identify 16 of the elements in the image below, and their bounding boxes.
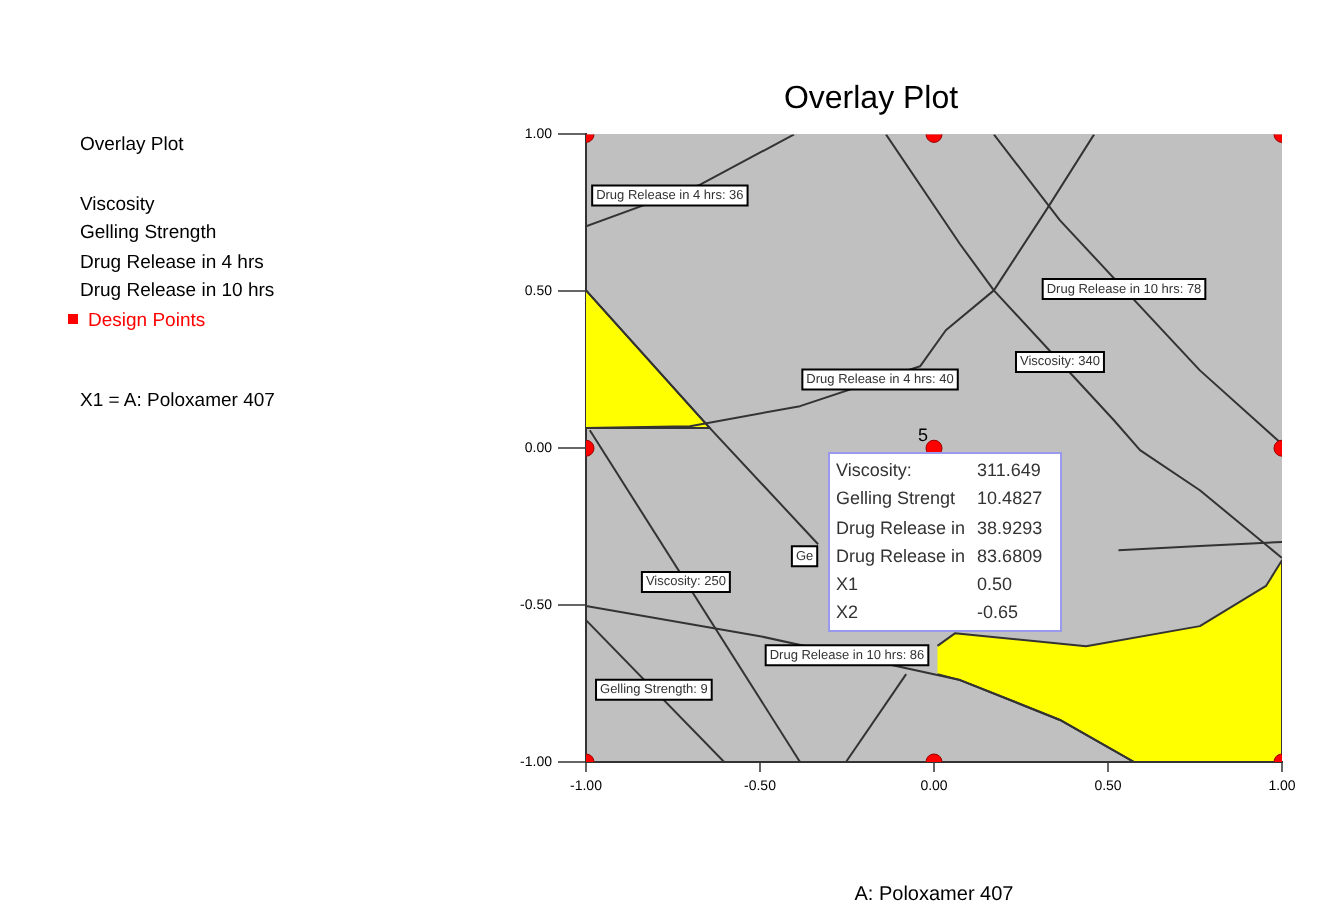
annotation: 5 xyxy=(917,425,928,446)
text: Drug Release in 10 hrs xyxy=(80,278,275,306)
x-axis-title: A: Poloxamer 407 xyxy=(854,883,1015,906)
text: Gelling Strength xyxy=(80,220,219,248)
chart-title: Overlay Plot xyxy=(783,82,960,117)
legend-label: Design Points xyxy=(86,307,208,335)
text: X1 = A: Poloxamer 407 xyxy=(80,388,275,416)
annotation: Drug Release in 83.6809 xyxy=(836,543,1045,570)
text: Viscosity xyxy=(80,191,157,219)
text: Drug Release in 4 hrs xyxy=(80,249,266,277)
text: X2 -0.65 xyxy=(836,602,1019,623)
text: Viscosity: 311.649 xyxy=(836,460,1041,480)
text: Gelling Strengt 10.4827 xyxy=(836,488,1043,509)
annotation: Drug Release in 38.9293 xyxy=(836,515,1045,542)
text: Overlay Plot xyxy=(80,132,186,160)
text: X1 0.50 xyxy=(836,574,1013,595)
